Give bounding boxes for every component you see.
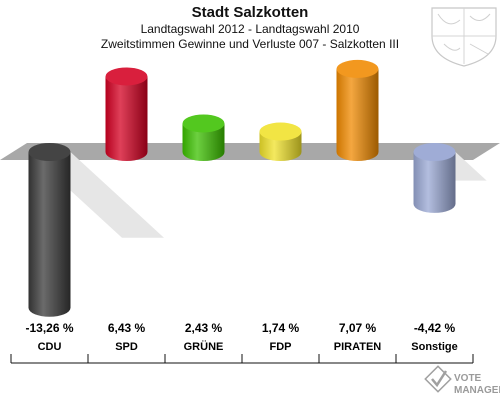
bar-cap (182, 114, 225, 133)
bar-body (413, 152, 456, 213)
bar-sonstige (413, 143, 487, 213)
category-axis (10, 354, 474, 364)
chart-subtitle: Landtagswahl 2012 - Landtagswahl 2010 (140, 22, 360, 36)
bar-cdu (28, 143, 164, 317)
bar-body (28, 152, 71, 317)
value-label: -4,42 % (414, 321, 456, 335)
value-label: 1,74 % (262, 321, 300, 335)
bar-cap (336, 59, 379, 78)
logo-text-manager: MANAGER (454, 385, 500, 396)
bar-body (336, 68, 379, 161)
bars-group (28, 59, 487, 317)
coat-of-arms-icon (431, 7, 497, 67)
chart-title: Stadt Salzkotten (191, 4, 309, 21)
category-label: Sonstige (411, 341, 457, 353)
chart-subtitle-2: Zweitstimmen Gewinne und Verluste 007 - … (100, 37, 400, 51)
value-label: 6,43 % (108, 321, 146, 335)
bar-cap (413, 143, 456, 161)
checkmark-logo-icon (424, 365, 452, 393)
category-label: FDP (270, 341, 292, 353)
bar-gr-ne (182, 114, 225, 161)
logo-text-vote: VOTE (454, 373, 482, 384)
value-label: -13,26 % (25, 321, 73, 335)
bar-cap (28, 143, 71, 161)
bar-fdp (259, 122, 302, 161)
category-label: CDU (38, 341, 62, 353)
bar-body (182, 123, 225, 161)
bar-cap (259, 122, 302, 141)
bar-spd (105, 67, 148, 161)
vote-manager-logo: VOTE MANAGER (424, 365, 500, 396)
category-label: GRÜNE (184, 340, 224, 353)
bar-cap (105, 67, 148, 86)
value-label: 7,07 % (339, 321, 377, 335)
bar-body (105, 76, 148, 161)
value-label: 2,43 % (185, 321, 223, 335)
chart-titles: Stadt Salzkotten Landtagswahl 2012 - Lan… (0, 4, 500, 52)
labels-group: -13,26 % CDU 6,43 % SPD 2,43 % GRÜNE 1,74 % FDP… (10, 321, 474, 364)
bar-piraten (336, 59, 379, 161)
category-label: PIRATEN (334, 341, 382, 353)
category-label: SPD (115, 341, 138, 353)
